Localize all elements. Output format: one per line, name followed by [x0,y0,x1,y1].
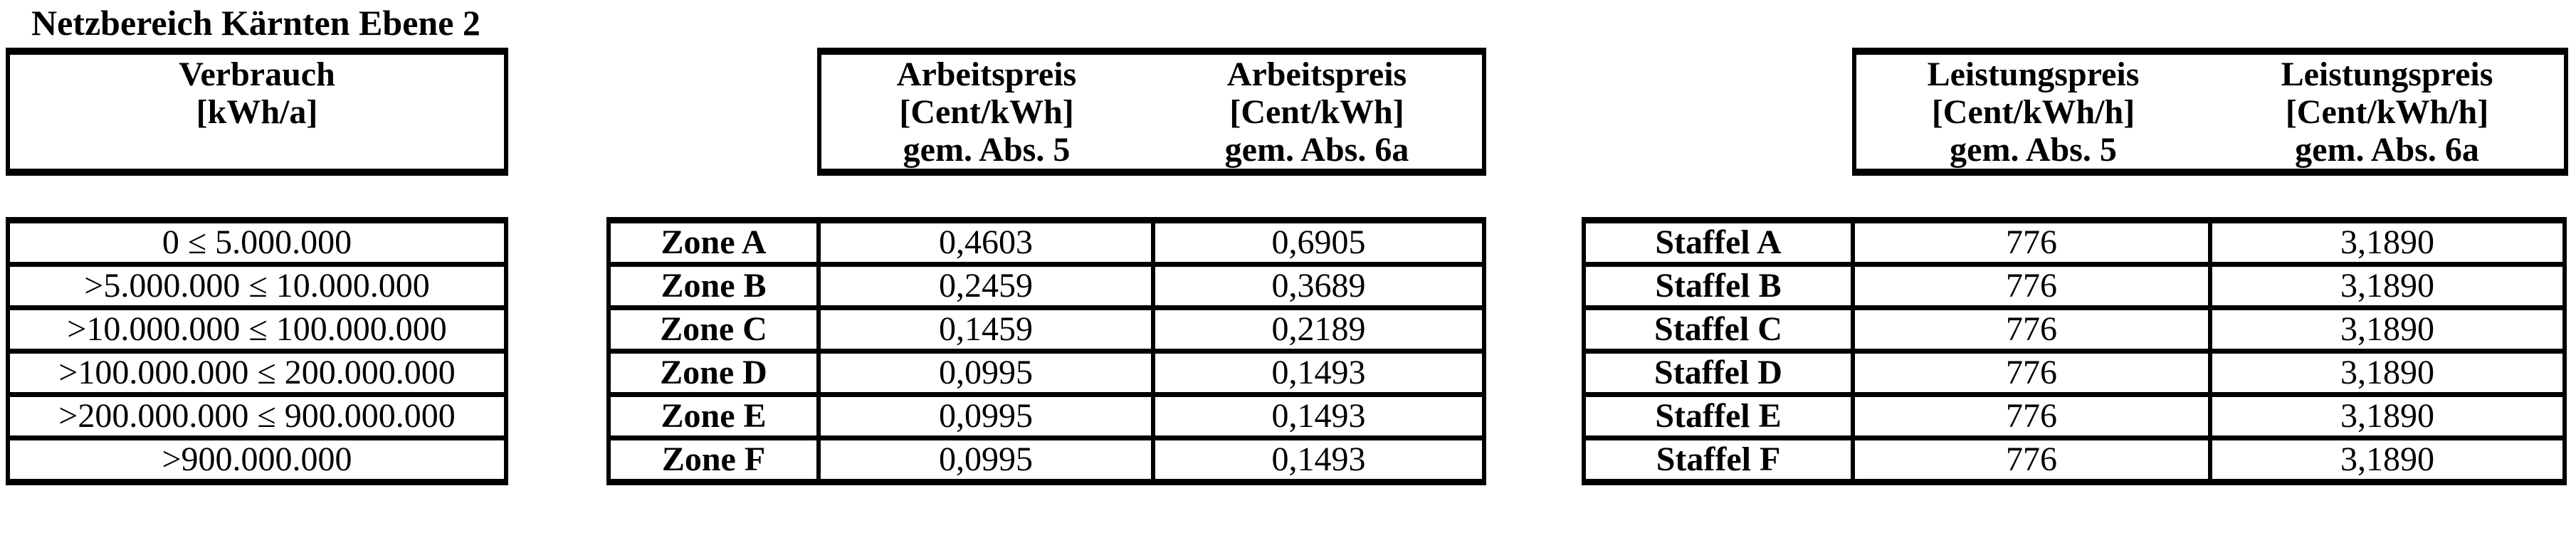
table-row: Staffel F 776 3,1890 [1586,440,2562,479]
arbeitspreis-abs6a-value: 0,2189 [1151,310,1482,349]
leistungspreis-abs5-line2: [Cent/kWh/h] [1931,93,2135,131]
arbeitspreis-abs6a-line3: gem. Abs. 6a [1224,131,1409,169]
arbeitspreis-abs6a-value: 0,1493 [1151,397,1482,435]
leistungspreis-abs6a-line3: gem. Abs. 6a [2295,131,2479,169]
arbeitspreis-abs6a-line1: Arbeitspreis [1226,56,1407,93]
staffel-label: Staffel D [1654,354,1782,391]
verbrauch-range: 0 ≤ 5.000.000 [162,223,352,261]
arbeitspreis-abs5-line1: Arbeitspreis [896,56,1077,93]
leistungspreis-abs5-value: 776 [1851,440,2208,479]
zone-label: Zone B [661,267,767,305]
staffel-label: Staffel F [1656,440,1781,478]
verbrauch-header-line2: [kWh/a] [196,93,318,131]
leistungspreis-abs6a-value: 3,1890 [2208,354,2562,392]
verbrauch-range: >10.000.000 ≤ 100.000.000 [67,310,447,348]
arbeitspreis-abs6a-value: 0,6905 [1151,223,1482,262]
leistungspreis-abs6a-header: Leistungspreis [Cent/kWh/h] gem. Abs. 6a [2210,55,2564,169]
table-row: Staffel A 776 3,1890 [1586,223,2562,267]
verbrauch-range: >200.000.000 ≤ 900.000.000 [58,397,456,435]
arbeitspreis-abs5-value: 0,2459 [816,267,1151,305]
zone-label: Zone F [661,440,766,478]
leistungspreis-abs5-value: 776 [1851,267,2208,305]
leistungspreis-abs6a-value: 3,1890 [2208,310,2562,349]
table-row: >10.000.000 ≤ 100.000.000 [10,310,504,354]
leistungspreis-abs6a-value: 3,1890 [2208,440,2562,479]
leistungspreis-abs5-value: 776 [1851,310,2208,349]
arbeitspreis-abs5-value: 0,4603 [816,223,1151,262]
arbeitspreis-abs6a-value: 0,1493 [1151,440,1482,479]
arbeitspreis-abs5-line2: [Cent/kWh] [899,93,1074,131]
zone-label: Zone C [660,310,767,348]
arbeitspreis-abs6a-line2: [Cent/kWh] [1229,93,1404,131]
leistungspreis-abs6a-value: 3,1890 [2208,397,2562,435]
verbrauch-header-box: Verbrauch [kWh/a] [6,48,508,176]
table-row: Staffel E 776 3,1890 [1586,397,2562,440]
leistungspreis-abs6a-value: 3,1890 [2208,223,2562,262]
leistungspreis-abs5-value: 776 [1851,354,2208,392]
leistungspreis-abs5-line3: gem. Abs. 5 [1950,131,2117,169]
leistungspreis-abs6a-line1: Leistungspreis [2281,56,2493,93]
table-row: >100.000.000 ≤ 200.000.000 [10,354,504,397]
table-row: 0 ≤ 5.000.000 [10,223,504,267]
leistungspreis-abs6a-line2: [Cent/kWh/h] [2285,93,2489,131]
arbeitspreis-abs5-value: 0,1459 [816,310,1151,349]
arbeitspreis-abs5-value: 0,0995 [816,397,1151,435]
arbeitspreis-abs6a-value: 0,1493 [1151,354,1482,392]
table-row: Zone A 0,4603 0,6905 [611,223,1482,267]
staffel-label: Staffel B [1655,267,1782,305]
arbeitspreis-abs5-value: 0,0995 [816,354,1151,392]
staffel-label: Staffel C [1654,310,1782,348]
arbeitspreis-abs6a-value: 0,3689 [1151,267,1482,305]
table-row: Staffel D 776 3,1890 [1586,354,2562,397]
verbrauch-range: >900.000.000 [162,440,352,478]
arbeitspreis-abs5-value: 0,0995 [816,440,1151,479]
leistungspreis-abs5-value: 776 [1851,397,2208,435]
arbeitspreis-abs5-header: Arbeitspreis [Cent/kWh] gem. Abs. 5 [821,55,1152,169]
leistungspreis-table: Staffel A 776 3,1890 Staffel B 776 3,189… [1582,217,2567,485]
arbeitspreis-header-box: Arbeitspreis [Cent/kWh] gem. Abs. 5 Arbe… [817,48,1486,176]
verbrauch-header: Verbrauch [kWh/a] [10,55,504,169]
verbrauch-range: >5.000.000 ≤ 10.000.000 [84,267,430,305]
table-row: >5.000.000 ≤ 10.000.000 [10,267,504,310]
staffel-label: Staffel E [1655,397,1782,435]
zone-label: Zone A [661,223,767,261]
table-row: Zone D 0,0995 0,1493 [611,354,1482,397]
staffel-label: Staffel A [1655,223,1782,261]
verbrauch-range: >100.000.000 ≤ 200.000.000 [58,354,456,391]
verbrauch-header-line1: Verbrauch [179,56,335,93]
leistungspreis-abs5-line1: Leistungspreis [1927,56,2140,93]
leistungspreis-abs6a-value: 3,1890 [2208,267,2562,305]
arbeitspreis-table: Zone A 0,4603 0,6905 Zone B 0,2459 0,368… [606,217,1486,485]
leistungspreis-abs5-header: Leistungspreis [Cent/kWh/h] gem. Abs. 5 [1856,55,2210,169]
zone-label: Zone E [661,397,767,435]
table-row: >900.000.000 [10,440,504,479]
table-row: >200.000.000 ≤ 900.000.000 [10,397,504,440]
table-row: Zone B 0,2459 0,3689 [611,267,1482,310]
table-row: Staffel B 776 3,1890 [1586,267,2562,310]
page-title: Netzbereich Kärnten Ebene 2 [31,3,480,43]
arbeitspreis-abs6a-header: Arbeitspreis [Cent/kWh] gem. Abs. 6a [1152,55,1482,169]
arbeitspreis-abs5-line3: gem. Abs. 5 [903,131,1071,169]
zone-label: Zone D [660,354,767,391]
table-row: Zone C 0,1459 0,2189 [611,310,1482,354]
table-row: Staffel C 776 3,1890 [1586,310,2562,354]
table-row: Zone E 0,0995 0,1493 [611,397,1482,440]
leistungspreis-header-box: Leistungspreis [Cent/kWh/h] gem. Abs. 5 … [1852,48,2568,176]
verbrauch-table: 0 ≤ 5.000.000 >5.000.000 ≤ 10.000.000 >1… [6,217,508,485]
table-row: Zone F 0,0995 0,1493 [611,440,1482,479]
leistungspreis-abs5-value: 776 [1851,223,2208,262]
